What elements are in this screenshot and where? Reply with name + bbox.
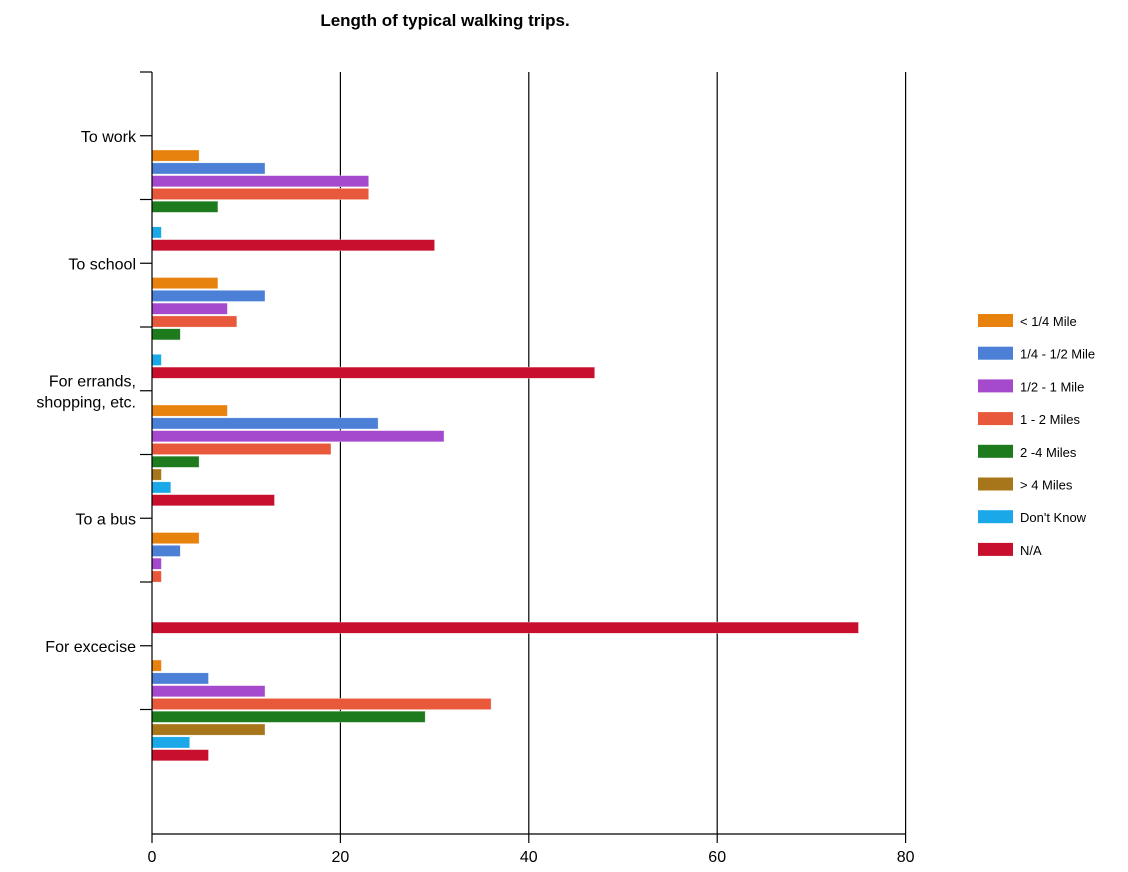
bar bbox=[151, 417, 379, 430]
bar bbox=[151, 570, 162, 583]
bar bbox=[151, 366, 596, 379]
legend-label: < 1/4 Mile bbox=[1020, 314, 1077, 329]
bar bbox=[151, 481, 172, 494]
legend-label: 2 -4 Miles bbox=[1020, 445, 1077, 460]
legend-swatch bbox=[978, 379, 1013, 393]
bar bbox=[151, 659, 162, 672]
bar bbox=[151, 315, 238, 328]
x-tick-label: 20 bbox=[332, 849, 350, 866]
legend-item: > 4 Miles bbox=[978, 477, 1073, 493]
category-label: To work bbox=[81, 129, 137, 146]
bar bbox=[151, 404, 228, 417]
category-label: To a bus bbox=[76, 511, 136, 528]
bars bbox=[151, 149, 859, 762]
legend-label: Don't Know bbox=[1020, 510, 1087, 525]
legend-label: > 4 Miles bbox=[1020, 478, 1073, 493]
bar bbox=[151, 188, 369, 200]
legend-item: 1/4 - 1/2 Mile bbox=[978, 346, 1095, 362]
x-tick-label: 0 bbox=[148, 849, 157, 866]
bar bbox=[151, 328, 181, 341]
legend-label: 1/2 - 1 Mile bbox=[1020, 379, 1084, 394]
x-tick-labels: 0 20 40 60 80 bbox=[148, 849, 915, 866]
bar bbox=[151, 162, 266, 175]
legend-swatch bbox=[978, 542, 1013, 556]
bar bbox=[151, 302, 228, 315]
bar bbox=[151, 149, 200, 162]
bar bbox=[151, 494, 275, 507]
bar bbox=[151, 455, 200, 468]
bar bbox=[151, 532, 200, 544]
legend-swatch bbox=[978, 477, 1013, 491]
legend-swatch bbox=[978, 444, 1013, 458]
x-tick-label: 80 bbox=[897, 849, 915, 866]
bar bbox=[151, 443, 332, 455]
axes bbox=[140, 71, 907, 843]
bar bbox=[151, 710, 426, 723]
bar bbox=[151, 226, 162, 239]
chart-title: Length of typical walking trips. bbox=[320, 11, 569, 30]
legend-label: N/A bbox=[1020, 543, 1042, 558]
category-label: For excecise bbox=[45, 639, 136, 656]
legend-item: 1/2 - 1 Mile bbox=[978, 379, 1084, 394]
bar bbox=[151, 289, 266, 302]
legend-label: 1/4 - 1/2 Mile bbox=[1020, 347, 1095, 362]
legend-item: N/A bbox=[978, 542, 1042, 558]
bar bbox=[151, 544, 181, 557]
bar bbox=[151, 468, 162, 481]
legend-swatch bbox=[978, 314, 1013, 327]
bar bbox=[151, 430, 445, 443]
bar bbox=[151, 736, 191, 749]
bar bbox=[151, 672, 209, 685]
bar bbox=[151, 723, 266, 736]
legend: < 1/4 Mile 1/4 - 1/2 Mile 1/2 - 1 Mile 1 - … bbox=[978, 314, 1095, 558]
bar bbox=[151, 698, 492, 710]
legend-swatch bbox=[978, 346, 1013, 360]
legend-swatch bbox=[978, 510, 1013, 524]
bar bbox=[151, 621, 859, 634]
legend-swatch bbox=[978, 412, 1013, 426]
x-tick-label: 60 bbox=[708, 849, 726, 866]
legend-item: Don't Know bbox=[978, 510, 1087, 525]
legend-label: 1 - 2 Miles bbox=[1020, 412, 1080, 427]
legend-item: 2 -4 Miles bbox=[978, 444, 1077, 460]
category-labels: To work To school For errands, shopping, et… bbox=[36, 129, 137, 656]
category-label: For errands, shopping, etc. bbox=[36, 373, 136, 411]
legend-item: 1 - 2 Miles bbox=[978, 412, 1080, 427]
bar bbox=[151, 200, 219, 213]
bar bbox=[151, 749, 209, 762]
x-tick-label: 40 bbox=[520, 849, 538, 866]
bar bbox=[151, 353, 162, 366]
bar bbox=[151, 239, 435, 252]
bar bbox=[151, 685, 266, 698]
bar bbox=[151, 277, 219, 289]
category-label: To school bbox=[68, 256, 136, 273]
bar bbox=[151, 175, 369, 188]
legend-item: < 1/4 Mile bbox=[978, 314, 1077, 329]
bar bbox=[151, 557, 162, 570]
